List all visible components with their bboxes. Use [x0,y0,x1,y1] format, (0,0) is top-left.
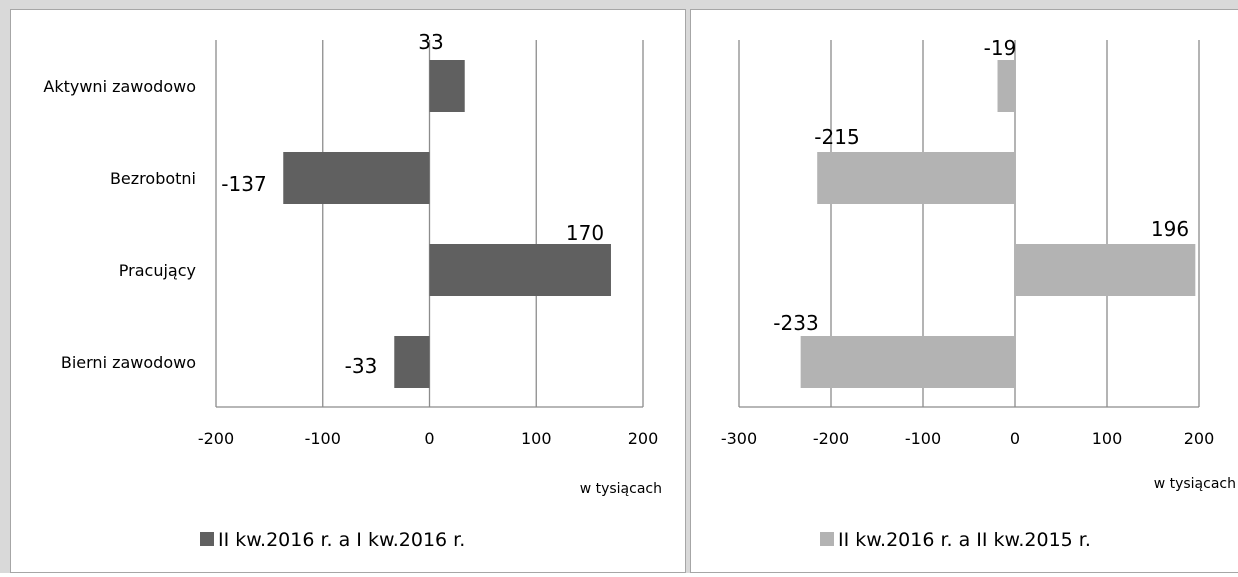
x-tick-label: 200 [628,429,659,448]
bar [430,244,611,296]
legend-label: II kw.2016 r. a I kw.2016 r. [218,529,465,551]
category-label: Pracujący [119,261,196,280]
panel-divider [686,9,690,573]
data-label: -137 [221,172,266,196]
legend: II kw.2016 r. a II kw.2015 r. [820,529,1091,551]
data-label: -215 [814,125,859,149]
bar [817,152,1015,204]
x-tick-label: 0 [424,429,434,448]
legend-swatch [820,532,834,546]
legend: II kw.2016 r. a I kw.2016 r. [200,529,465,551]
legend-label: II kw.2016 r. a II kw.2015 r. [838,529,1091,551]
x-tick-label: -300 [721,429,757,448]
left-border [0,0,10,573]
legend-swatch [200,532,214,546]
bar [1015,244,1195,296]
x-tick-label: 100 [1092,429,1123,448]
x-axis-title: w tysiącach [580,481,662,497]
x-tick-label: 0 [1010,429,1020,448]
x-tick-label: -200 [198,429,234,448]
data-label: -33 [345,354,378,378]
x-tick-label: -200 [813,429,849,448]
x-tick-label: 200 [1184,429,1215,448]
category-label: Aktywni zawodowo [43,77,196,96]
bar [801,336,1015,388]
top-strip [0,0,1238,9]
x-axis-title: w tysiącach [1154,476,1236,492]
bar [283,152,429,204]
x-tick-label: -100 [305,429,341,448]
category-label: Bierni zawodowo [61,353,196,372]
x-tick-label: -100 [905,429,941,448]
x-tick-label: 100 [521,429,552,448]
data-label: 33 [418,30,443,54]
data-label: -19 [984,36,1017,60]
bar [394,336,429,388]
data-label: -233 [773,311,818,335]
data-label: 196 [1151,217,1189,241]
bar [998,60,1015,112]
data-label: 170 [566,221,604,245]
bar [430,60,465,112]
category-label: Bezrobotni [110,169,196,188]
